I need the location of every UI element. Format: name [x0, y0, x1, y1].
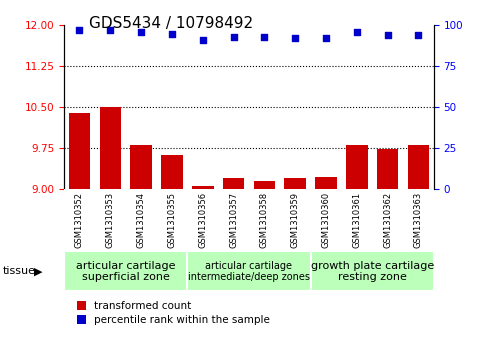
Text: GSM1310354: GSM1310354: [137, 192, 145, 248]
Text: ▶: ▶: [34, 266, 42, 276]
Point: [291, 36, 299, 41]
Bar: [284, 178, 306, 189]
Text: GSM1310352: GSM1310352: [75, 192, 84, 248]
Point: [75, 27, 83, 33]
Point: [199, 37, 207, 43]
Text: GDS5434 / 10798492: GDS5434 / 10798492: [89, 16, 253, 31]
Bar: [187, 251, 311, 291]
Text: GSM1310360: GSM1310360: [321, 192, 330, 248]
Point: [230, 34, 238, 40]
Text: GSM1310362: GSM1310362: [383, 192, 392, 248]
Text: GSM1310363: GSM1310363: [414, 192, 423, 248]
Text: GSM1310355: GSM1310355: [168, 192, 176, 248]
Text: GSM1310356: GSM1310356: [198, 192, 207, 248]
Bar: [64, 251, 187, 291]
Text: articular cartilage
superficial zone: articular cartilage superficial zone: [76, 261, 176, 282]
Bar: [408, 145, 429, 189]
Bar: [161, 155, 183, 189]
Text: GSM1310358: GSM1310358: [260, 192, 269, 248]
Text: tissue: tissue: [2, 266, 35, 276]
Point: [322, 36, 330, 41]
Bar: [346, 145, 368, 189]
Bar: [315, 177, 337, 189]
Text: articular cartilage
intermediate/deep zones: articular cartilage intermediate/deep zo…: [188, 261, 310, 282]
Point: [106, 27, 114, 33]
Text: growth plate cartilage
resting zone: growth plate cartilage resting zone: [311, 261, 434, 282]
Text: GSM1310361: GSM1310361: [352, 192, 361, 248]
Bar: [223, 178, 245, 189]
Text: GSM1310357: GSM1310357: [229, 192, 238, 248]
Point: [353, 29, 361, 35]
Bar: [377, 149, 398, 189]
Bar: [311, 251, 434, 291]
Point: [384, 32, 391, 38]
Bar: [100, 107, 121, 189]
Point: [137, 29, 145, 35]
Bar: [69, 113, 90, 189]
Point: [168, 30, 176, 36]
Bar: [130, 145, 152, 189]
Bar: [253, 180, 275, 189]
Bar: [192, 186, 213, 189]
Text: GSM1310359: GSM1310359: [291, 192, 300, 248]
Point: [415, 32, 423, 38]
Text: GSM1310353: GSM1310353: [106, 192, 115, 248]
Legend: transformed count, percentile rank within the sample: transformed count, percentile rank withi…: [77, 301, 270, 325]
Point: [260, 34, 268, 40]
